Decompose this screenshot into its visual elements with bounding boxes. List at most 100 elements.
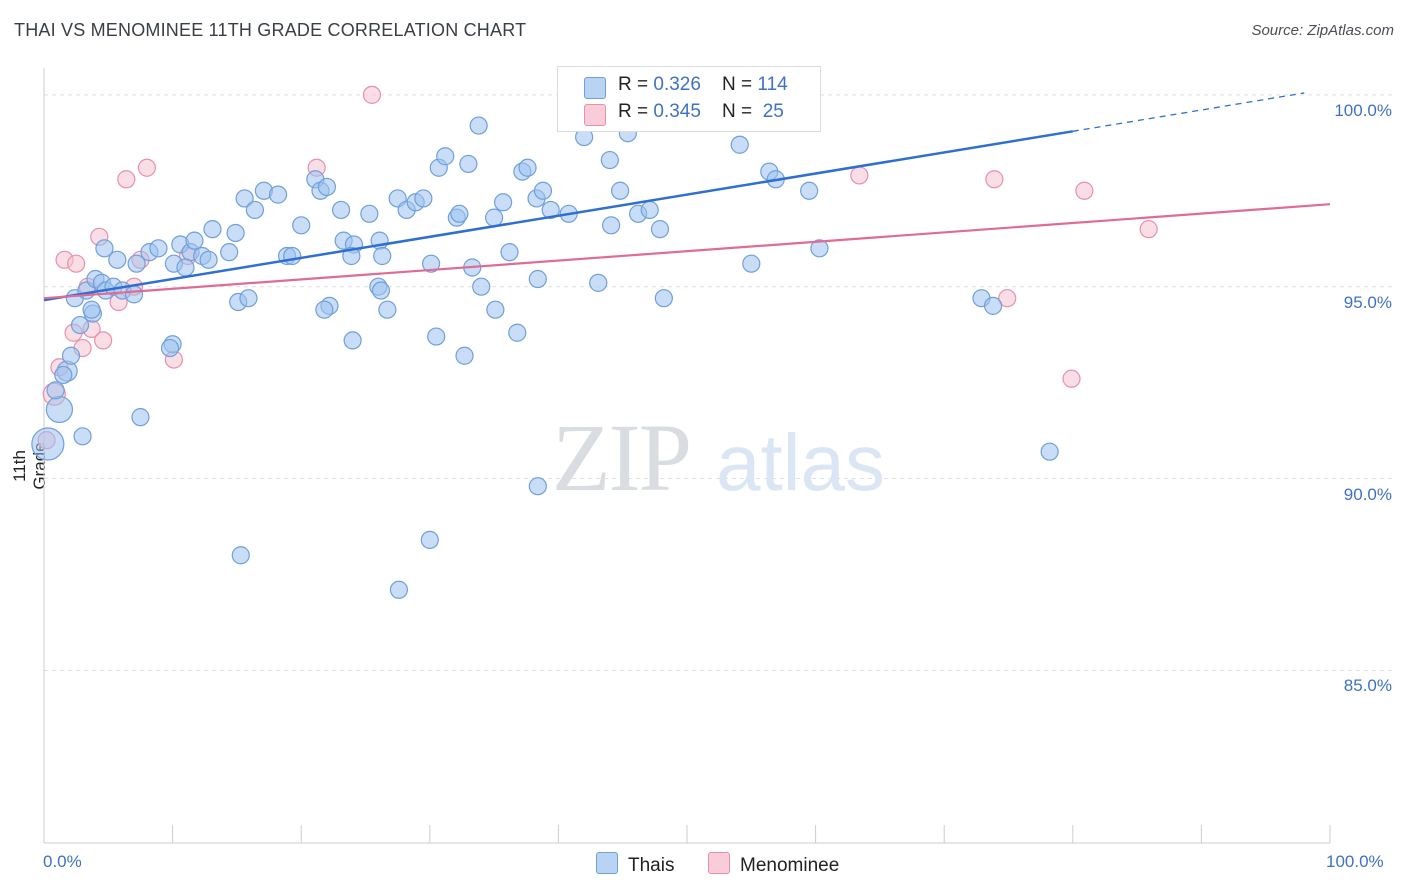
thais-point <box>268 185 288 204</box>
thais-point <box>160 338 180 358</box>
thais-point <box>420 530 439 550</box>
thais-point <box>640 200 659 220</box>
thais-point <box>315 300 334 319</box>
menominee-point <box>94 331 113 350</box>
menominee-point <box>67 254 86 273</box>
thais-point <box>131 408 150 427</box>
thais-point <box>31 427 65 461</box>
menominee-point <box>1062 369 1081 388</box>
thais-point <box>389 580 409 599</box>
thais-point <box>1040 442 1059 461</box>
thais-point <box>486 300 505 319</box>
thais-point <box>650 220 670 239</box>
thais-point <box>500 243 519 262</box>
thais-point <box>70 315 90 335</box>
thais-point <box>436 147 455 166</box>
thais-point <box>472 277 491 296</box>
menominee-point <box>850 166 869 185</box>
thais-point <box>292 216 311 235</box>
legend-r-value: 0.326 <box>653 74 701 95</box>
chart-title: THAI VS MENOMINEE 11TH GRADE CORRELATION… <box>14 20 527 40</box>
thais-point <box>127 254 146 273</box>
y-tick-label-100: 100.0% <box>1334 100 1392 120</box>
thais-point <box>533 181 553 200</box>
thais-point <box>459 154 478 174</box>
watermark-atlas: atlas <box>716 418 885 507</box>
thais-point <box>203 220 222 239</box>
thais-point <box>378 300 397 319</box>
thais-point <box>317 177 337 197</box>
thais-point <box>73 427 92 446</box>
thais-point <box>600 150 619 170</box>
x-tick-min: 0.0% <box>43 852 82 871</box>
legend-r-value: 0.345 <box>653 101 701 122</box>
legend-r-label: R = <box>618 74 654 95</box>
thais-point <box>485 208 504 227</box>
thais-point <box>45 395 74 424</box>
y-tick-label-90: 90.0% <box>1343 484 1392 504</box>
thais-point <box>371 281 391 300</box>
thais-point <box>508 323 527 342</box>
thais-point <box>450 204 469 223</box>
menominee-point <box>1139 220 1158 239</box>
thais-point <box>730 135 749 154</box>
thais-point <box>541 200 560 220</box>
menominee-point <box>998 289 1017 308</box>
y-tick-label-85: 85.0% <box>1343 676 1392 696</box>
legend-n-value: 25 <box>757 101 784 122</box>
thais-point <box>602 216 621 235</box>
thais-point <box>54 365 73 385</box>
thais-point <box>427 327 446 346</box>
source-label: Source: ZipAtlas.com <box>1251 22 1394 39</box>
thais-point <box>589 273 608 292</box>
thais-legend-swatch <box>596 852 618 874</box>
thais-point <box>283 246 302 266</box>
thais-point <box>95 239 114 258</box>
thais-point <box>149 239 168 258</box>
thais-point <box>231 546 250 565</box>
menominee-point <box>1075 181 1094 200</box>
menominee-swatch <box>584 104 606 126</box>
y-tick-label-95: 95.0% <box>1343 292 1392 312</box>
thais-point <box>220 243 239 262</box>
thais-point <box>331 200 351 220</box>
x-tick-max: 100.0% <box>1326 852 1384 871</box>
legend-item-thais: Thais <box>596 852 674 877</box>
thais-point <box>235 189 254 208</box>
thais-point <box>518 158 537 177</box>
legend-stats: R = 0.326 N = 114 R = 0.345 N = 25 <box>557 66 821 132</box>
thais-legend-label: Thais <box>628 855 675 876</box>
menominee-point <box>362 85 382 104</box>
thais-points <box>31 85 1059 599</box>
thais-point <box>528 269 547 289</box>
thais-point <box>185 231 204 250</box>
thais-point <box>469 116 488 135</box>
legend-n-label: N = <box>722 101 758 122</box>
thais-swatch <box>584 77 606 99</box>
menominee-trend-line <box>43 203 1331 300</box>
legend-n-label: N = <box>722 74 758 95</box>
thais-point <box>742 254 761 273</box>
thais-point <box>414 189 433 208</box>
thais-point <box>494 193 513 212</box>
menominee-point <box>117 170 136 189</box>
menominee-legend-label: Menominee <box>740 855 840 876</box>
thais-point <box>226 223 245 243</box>
thais-point <box>343 331 362 350</box>
thais-point <box>176 258 195 277</box>
thais-point <box>611 181 630 200</box>
menominee-point <box>137 158 156 177</box>
thais-point <box>360 204 379 223</box>
thais-point <box>800 181 819 200</box>
thais-point <box>654 289 673 308</box>
legend-n-value: 114 <box>757 74 788 95</box>
thais-point <box>455 346 474 365</box>
thais-point <box>373 246 392 266</box>
menominee-legend-swatch <box>708 852 730 874</box>
thais-point <box>108 250 127 269</box>
thais-point <box>421 254 441 273</box>
thais-trend-extension <box>1072 92 1305 132</box>
thais-point <box>342 246 361 266</box>
trend-lines <box>43 92 1331 302</box>
